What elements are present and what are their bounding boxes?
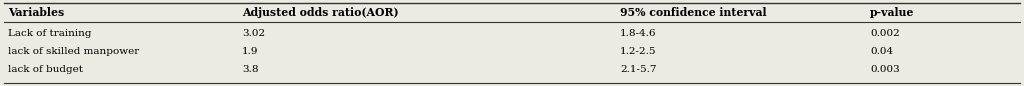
- Text: lack of budget: lack of budget: [8, 66, 83, 74]
- Text: lack of skilled manpower: lack of skilled manpower: [8, 47, 139, 57]
- Text: 1.2-2.5: 1.2-2.5: [620, 47, 656, 57]
- Text: 0.04: 0.04: [870, 47, 893, 57]
- Text: 0.003: 0.003: [870, 66, 900, 74]
- Text: Adjusted odds ratio(AOR): Adjusted odds ratio(AOR): [242, 7, 398, 17]
- Text: 3.02: 3.02: [242, 28, 265, 37]
- Text: 1.9: 1.9: [242, 47, 258, 57]
- Text: Variables: Variables: [8, 7, 65, 17]
- Text: p-value: p-value: [870, 7, 914, 17]
- Text: 0.002: 0.002: [870, 28, 900, 37]
- Text: 1.8-4.6: 1.8-4.6: [620, 28, 656, 37]
- Text: 2.1-5.7: 2.1-5.7: [620, 66, 656, 74]
- Text: Lack of training: Lack of training: [8, 28, 91, 37]
- Text: 3.8: 3.8: [242, 66, 258, 74]
- Text: 95% confidence interval: 95% confidence interval: [620, 7, 767, 17]
